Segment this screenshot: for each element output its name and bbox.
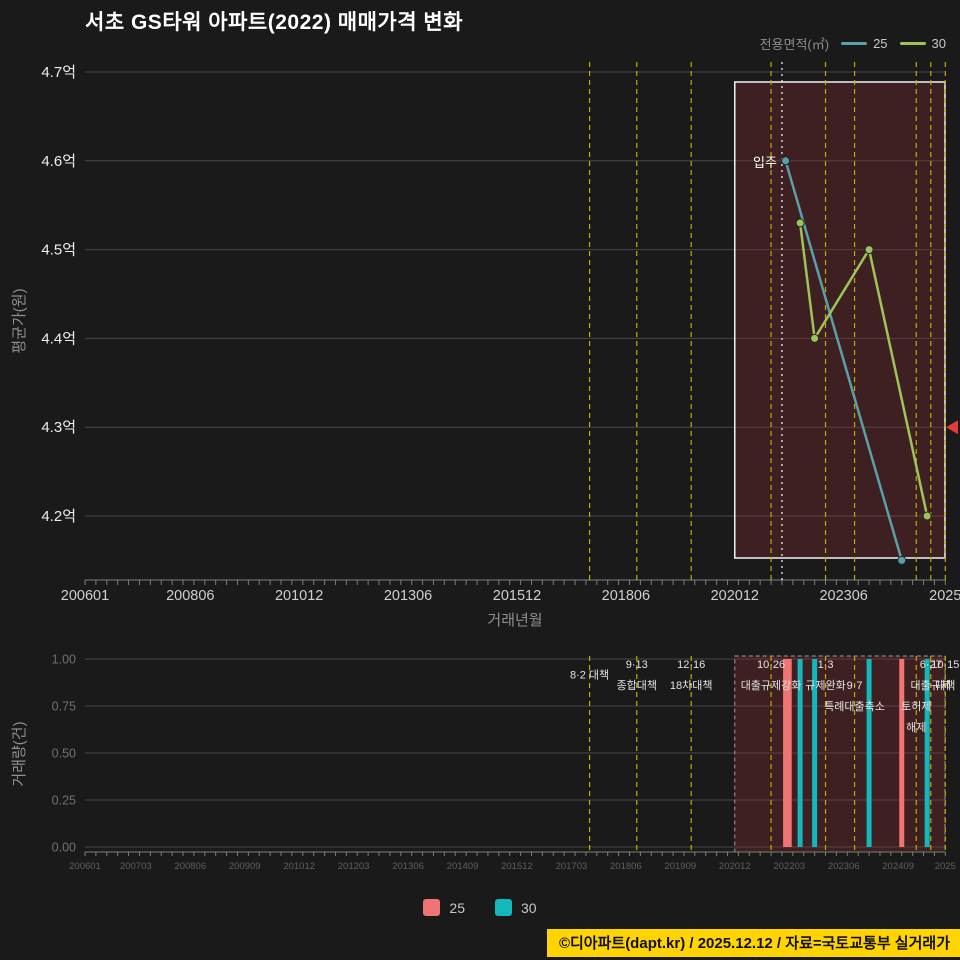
- volume-legend-swatch-30-icon: [495, 899, 512, 916]
- volume-bar-30: [924, 659, 930, 847]
- legend-label-25: 25: [873, 36, 888, 51]
- price-chart-group: 4.2억 4.3억 4.4억 4.5억 4.6억 4.7억 200601 200806 2010…: [41, 62, 960, 604]
- price-point-30: [795, 218, 805, 228]
- price-x-tick-label: 200806: [166, 588, 214, 604]
- volume-bar-30: [797, 659, 803, 847]
- price-line-25: [784, 159, 903, 562]
- volume-chart-group: 0.00 0.25 0.50 0.75 1.00 8·2 대책 9·13 종합대책 12·16 1…: [52, 653, 960, 873]
- price-y-tick-label: 4.4억: [41, 330, 76, 347]
- volume-bar-30: [866, 659, 872, 847]
- price-point-30: [922, 511, 932, 521]
- policy-annotation: 12·16: [677, 659, 705, 671]
- volume-legend-item-30[interactable]: 30: [495, 899, 537, 916]
- volume-x-tick-label: 200601: [69, 861, 101, 872]
- volume-x-tick-label: 200703: [120, 861, 152, 872]
- price-y-tick-label: 4.6억: [41, 153, 76, 170]
- volume-y-axis-title: 거래량(건): [11, 721, 28, 786]
- volume-bar-25: [899, 659, 905, 847]
- legend-label-30: 30: [931, 36, 946, 51]
- policy-annotation: 규제완화: [805, 679, 845, 692]
- volume-x-tick-label: 200806: [174, 861, 206, 872]
- price-point-30: [864, 245, 874, 255]
- legend-title: 전용면적(㎡): [759, 37, 830, 52]
- legend-line-25-icon: [841, 42, 868, 45]
- policy-annotation: 토허제: [901, 700, 931, 713]
- price-x-tick-label: 202306: [819, 588, 867, 604]
- price-line-30: [798, 221, 929, 518]
- policy-annotation: 8·2 대책: [570, 669, 609, 682]
- legend-item-25[interactable]: 25: [841, 36, 888, 51]
- volume-x-tick-label: 201012: [283, 861, 315, 872]
- volume-y-tick-label: 0.25: [52, 794, 76, 808]
- policy-annotation: 10·26: [757, 659, 785, 671]
- volume-x-tick-label: 202306: [828, 861, 860, 872]
- volume-x-tick-label: 201806: [610, 861, 642, 872]
- volume-y-tick-label: 1.00: [52, 653, 76, 667]
- price-y-tick-label: 4.5억: [41, 242, 76, 259]
- volume-x-tick-label: 202409: [882, 861, 914, 872]
- price-point-25: [897, 555, 907, 565]
- volume-x-tick-label: 201306: [392, 861, 424, 872]
- price-x-tick-label: 201012: [275, 588, 323, 604]
- policy-annotation: 해제: [906, 720, 926, 734]
- latest-price-marker-icon: [946, 420, 958, 435]
- policy-annotation: 종합대책: [617, 679, 657, 692]
- volume-bar-30: [812, 659, 818, 847]
- volume-legend-label-25: 25: [449, 899, 465, 916]
- price-x-tick-label: 202012: [711, 588, 759, 604]
- policy-annotation: 대책: [935, 679, 955, 692]
- policy-annotation: 10·15: [931, 659, 959, 671]
- policy-annotation: 6·27: [920, 659, 942, 671]
- price-y-axis-title: 평균가(원): [11, 288, 28, 353]
- volume-x-tick-label: 200909: [229, 861, 261, 872]
- price-highlight-region: [734, 81, 946, 559]
- volume-bar-25: [786, 659, 792, 847]
- price-point-25: [781, 156, 791, 166]
- volume-y-tick-label: 0.75: [52, 700, 76, 714]
- price-x-tick-label: 2025: [929, 588, 960, 604]
- volume-y-tick-label: 0.00: [52, 841, 76, 855]
- policy-annotation: 9·13: [626, 659, 648, 671]
- volume-x-tick-label: 201703: [556, 861, 588, 872]
- volume-legend-item-25[interactable]: 25: [423, 899, 465, 916]
- volume-bar-25: [783, 659, 789, 847]
- movein-label: 입주: [753, 155, 777, 170]
- price-y-tick-label: 4.7억: [41, 64, 76, 81]
- volume-legend-label-30: 30: [521, 899, 537, 916]
- price-x-tick-label: 201512: [493, 588, 541, 604]
- volume-x-tick-label: 202203: [773, 861, 805, 872]
- price-x-axis-title: 거래년월: [487, 612, 542, 629]
- legend-line-30-icon: [899, 42, 926, 45]
- policy-annotation: 특례대출축소: [824, 700, 885, 713]
- volume-x-tick-label: 2025: [935, 861, 956, 872]
- price-x-tick-label: 200601: [61, 588, 109, 604]
- legend-area: 전용면적(㎡) 25 30: [760, 34, 946, 53]
- volume-x-tick-label: 202012: [719, 861, 751, 872]
- policy-annotation: 대출규제강화: [741, 679, 802, 692]
- volume-y-tick-label: 0.50: [52, 747, 76, 761]
- footer-credit: ©디아파트(dapt.kr) / 2025.12.12 / 자료=국토교통부 실…: [546, 929, 960, 957]
- price-point-30: [810, 333, 820, 343]
- policy-annotation: 9·7: [847, 680, 863, 692]
- policy-annotation: 18차대책: [670, 679, 713, 692]
- price-x-tick-label: 201306: [384, 588, 432, 604]
- volume-legend-area: 25 30: [0, 899, 960, 916]
- legend-item-30[interactable]: 30: [899, 36, 946, 51]
- volume-highlight-region: [734, 655, 946, 853]
- price-x-tick-label: 201806: [602, 588, 650, 604]
- price-y-tick-label: 4.3억: [41, 419, 76, 436]
- volume-legend-swatch-25-icon: [423, 899, 441, 916]
- policy-annotation: 대출규제: [911, 679, 951, 692]
- volume-x-tick-label: 201909: [664, 861, 696, 872]
- volume-x-tick-label: 201203: [338, 861, 370, 872]
- price-y-tick-label: 4.2억: [41, 508, 76, 525]
- volume-x-tick-label: 201512: [501, 861, 533, 872]
- policy-annotation: 1·3: [818, 659, 834, 671]
- volume-x-tick-label: 201409: [447, 861, 479, 872]
- page-title: 서초 GS타워 아파트(2022) 매매가격 변화: [85, 11, 464, 34]
